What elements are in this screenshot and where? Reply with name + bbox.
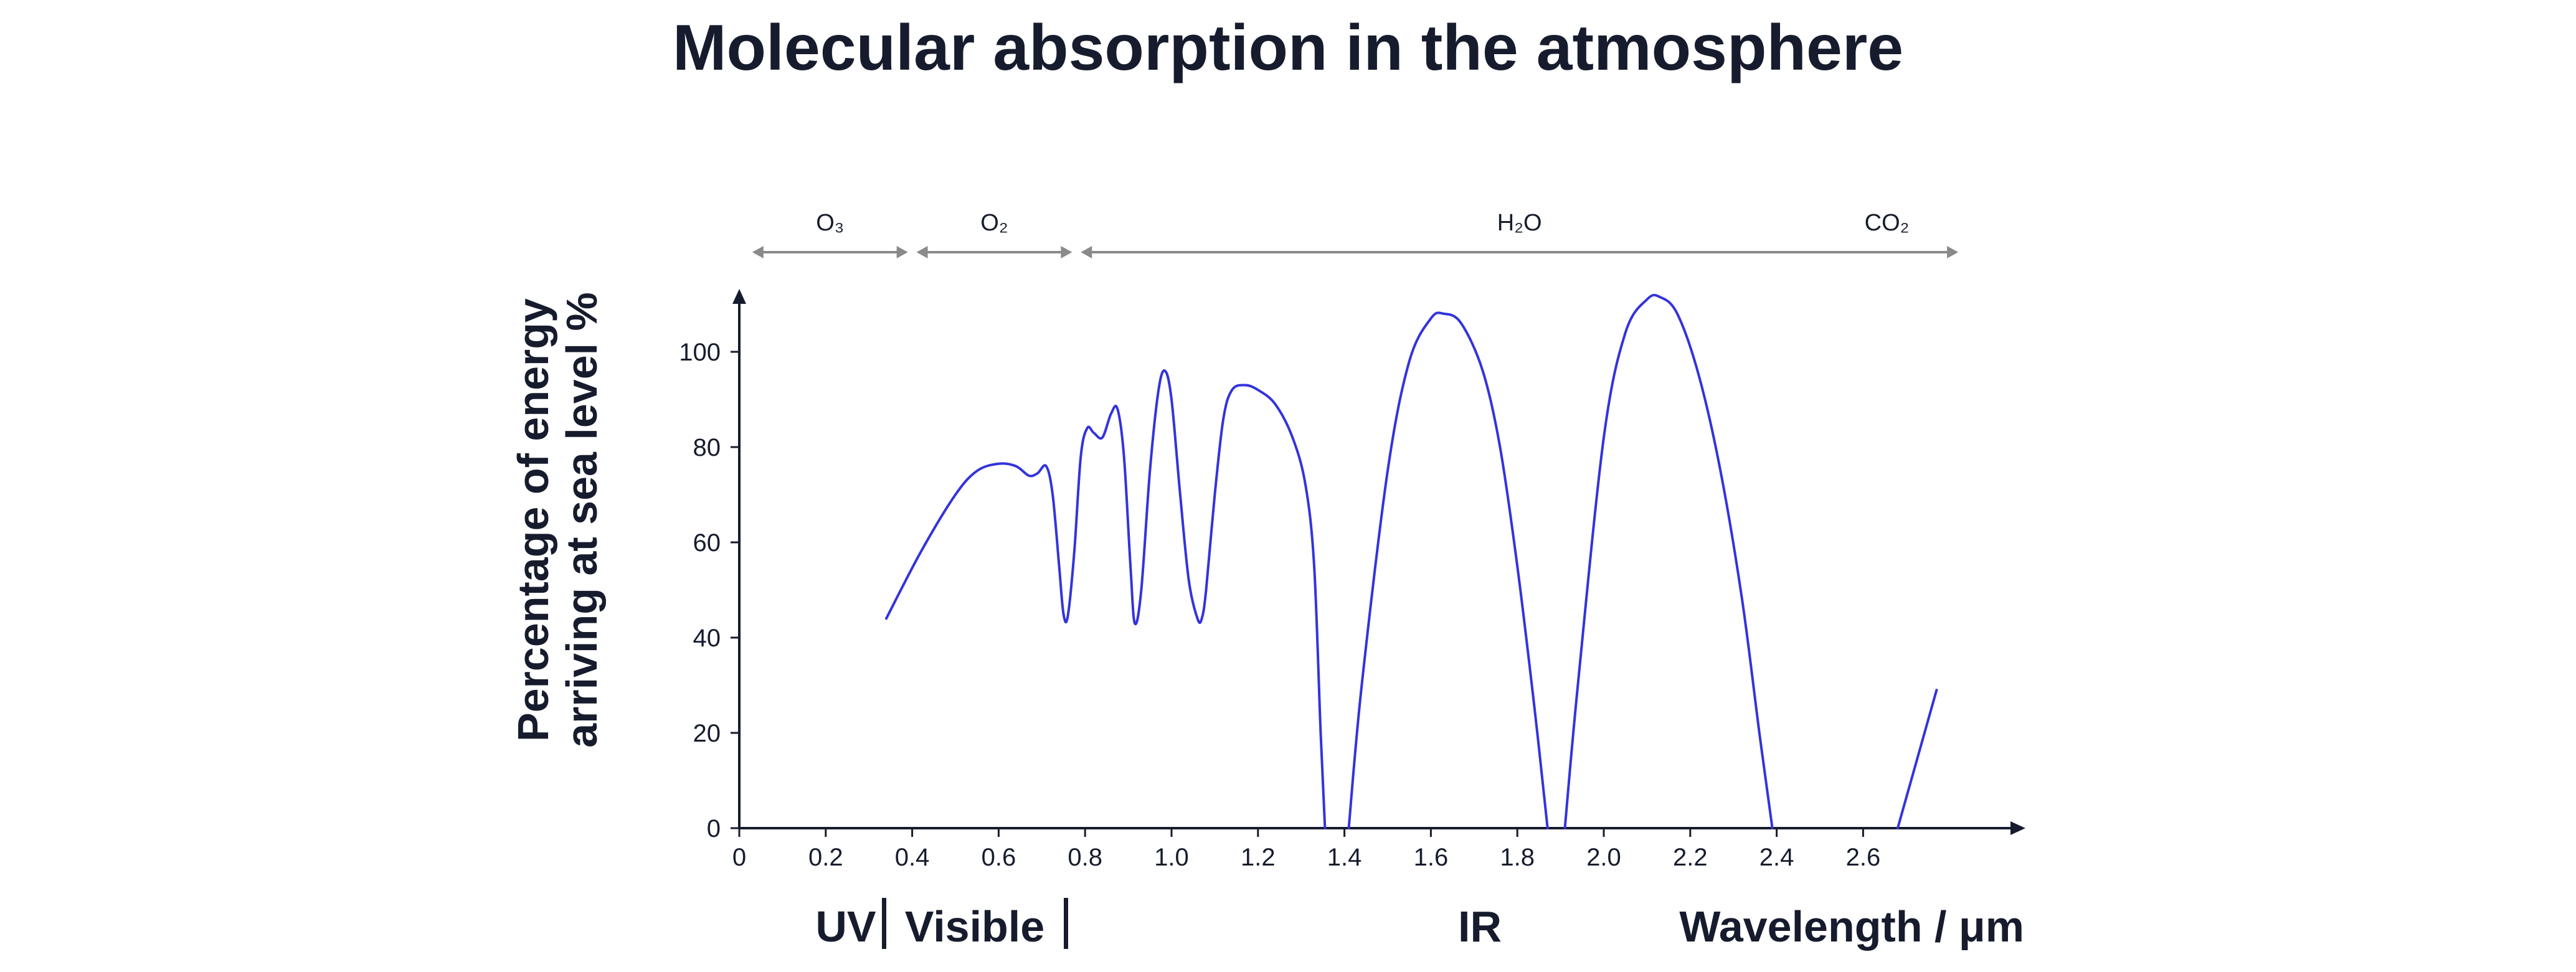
- x-ticks: 0 0.2 0.4 0.6 0.8 1.0 1.2 1.4 1.6 1.8 2.0 2.2 2.4 2.6: [732, 828, 1880, 871]
- x-tick-label: 1.2: [1241, 844, 1276, 871]
- x-tick-label: 0.2: [808, 844, 843, 871]
- chart-title: Molecular absorption in the atmosphere: [673, 12, 1903, 84]
- y-axis-arrowhead: [732, 289, 746, 304]
- x-tick-label: 2.6: [1846, 844, 1881, 871]
- x-tick-label: 0.4: [895, 844, 930, 871]
- y-tick-label: 0: [707, 815, 721, 842]
- molecule-band-arrow-end: [1061, 246, 1073, 258]
- molecule-band-arrow-start: [1081, 246, 1092, 258]
- series-line: [1896, 689, 1938, 829]
- region-divider-uv-visible: [882, 898, 886, 949]
- region-labels: UV Visible IR: [815, 898, 1502, 951]
- region-divider-visible-ir: [1064, 898, 1068, 949]
- y-tick-label: 80: [693, 434, 721, 461]
- region-label-visible: Visible: [905, 902, 1044, 951]
- y-axis-label-line1: Percentage of energy: [509, 298, 557, 742]
- molecule-band-arrow-start: [916, 246, 928, 258]
- x-tick-label: 2.0: [1586, 844, 1621, 871]
- molecule-band-label: O₃: [816, 210, 844, 236]
- series-line: [1347, 311, 1549, 829]
- y-tick-label: 60: [693, 529, 721, 557]
- molecule-band-label: CO₂: [1865, 210, 1910, 236]
- y-tick-label: 20: [693, 720, 721, 747]
- x-tick-label: 1.4: [1327, 844, 1362, 871]
- x-tick-label: 1.0: [1154, 844, 1189, 871]
- x-tick-label: 2.4: [1759, 844, 1794, 871]
- data-series: [884, 293, 1938, 829]
- y-axis-label-line2: arriving at sea level %: [557, 292, 606, 748]
- region-label-ir: IR: [1458, 902, 1502, 951]
- x-axis-arrowhead: [2010, 821, 2025, 835]
- molecule-band-arrow-start: [752, 246, 764, 258]
- x-tick-label: 0.8: [1068, 844, 1102, 871]
- y-ticks: 0 20 40 60 80 100: [679, 339, 739, 842]
- x-axis-label: Wavelength / μm: [1679, 902, 2024, 951]
- series-line: [884, 369, 1327, 829]
- molecule-band-label: H₂O: [1497, 210, 1542, 236]
- x-tick-label: 0: [732, 844, 746, 871]
- x-tick-label: 0.6: [982, 844, 1016, 871]
- y-axis-label: Percentage of energy arriving at sea lev…: [509, 292, 606, 748]
- y-tick-label: 40: [693, 625, 721, 652]
- x-tick-label: 2.2: [1673, 844, 1708, 871]
- y-tick-label: 100: [679, 339, 721, 366]
- x-tick-label: 1.8: [1500, 844, 1535, 871]
- series-line: [1563, 293, 1774, 829]
- molecule-bands: O₃ O₂ H₂O CO₂: [752, 210, 1959, 258]
- x-tick-label: 1.6: [1414, 844, 1449, 871]
- molecule-band-label: O₂: [980, 210, 1008, 236]
- molecule-band-arrow-end: [896, 246, 908, 258]
- molecule-band-arrow-end: [1947, 246, 1959, 258]
- region-label-uv: UV: [815, 902, 876, 951]
